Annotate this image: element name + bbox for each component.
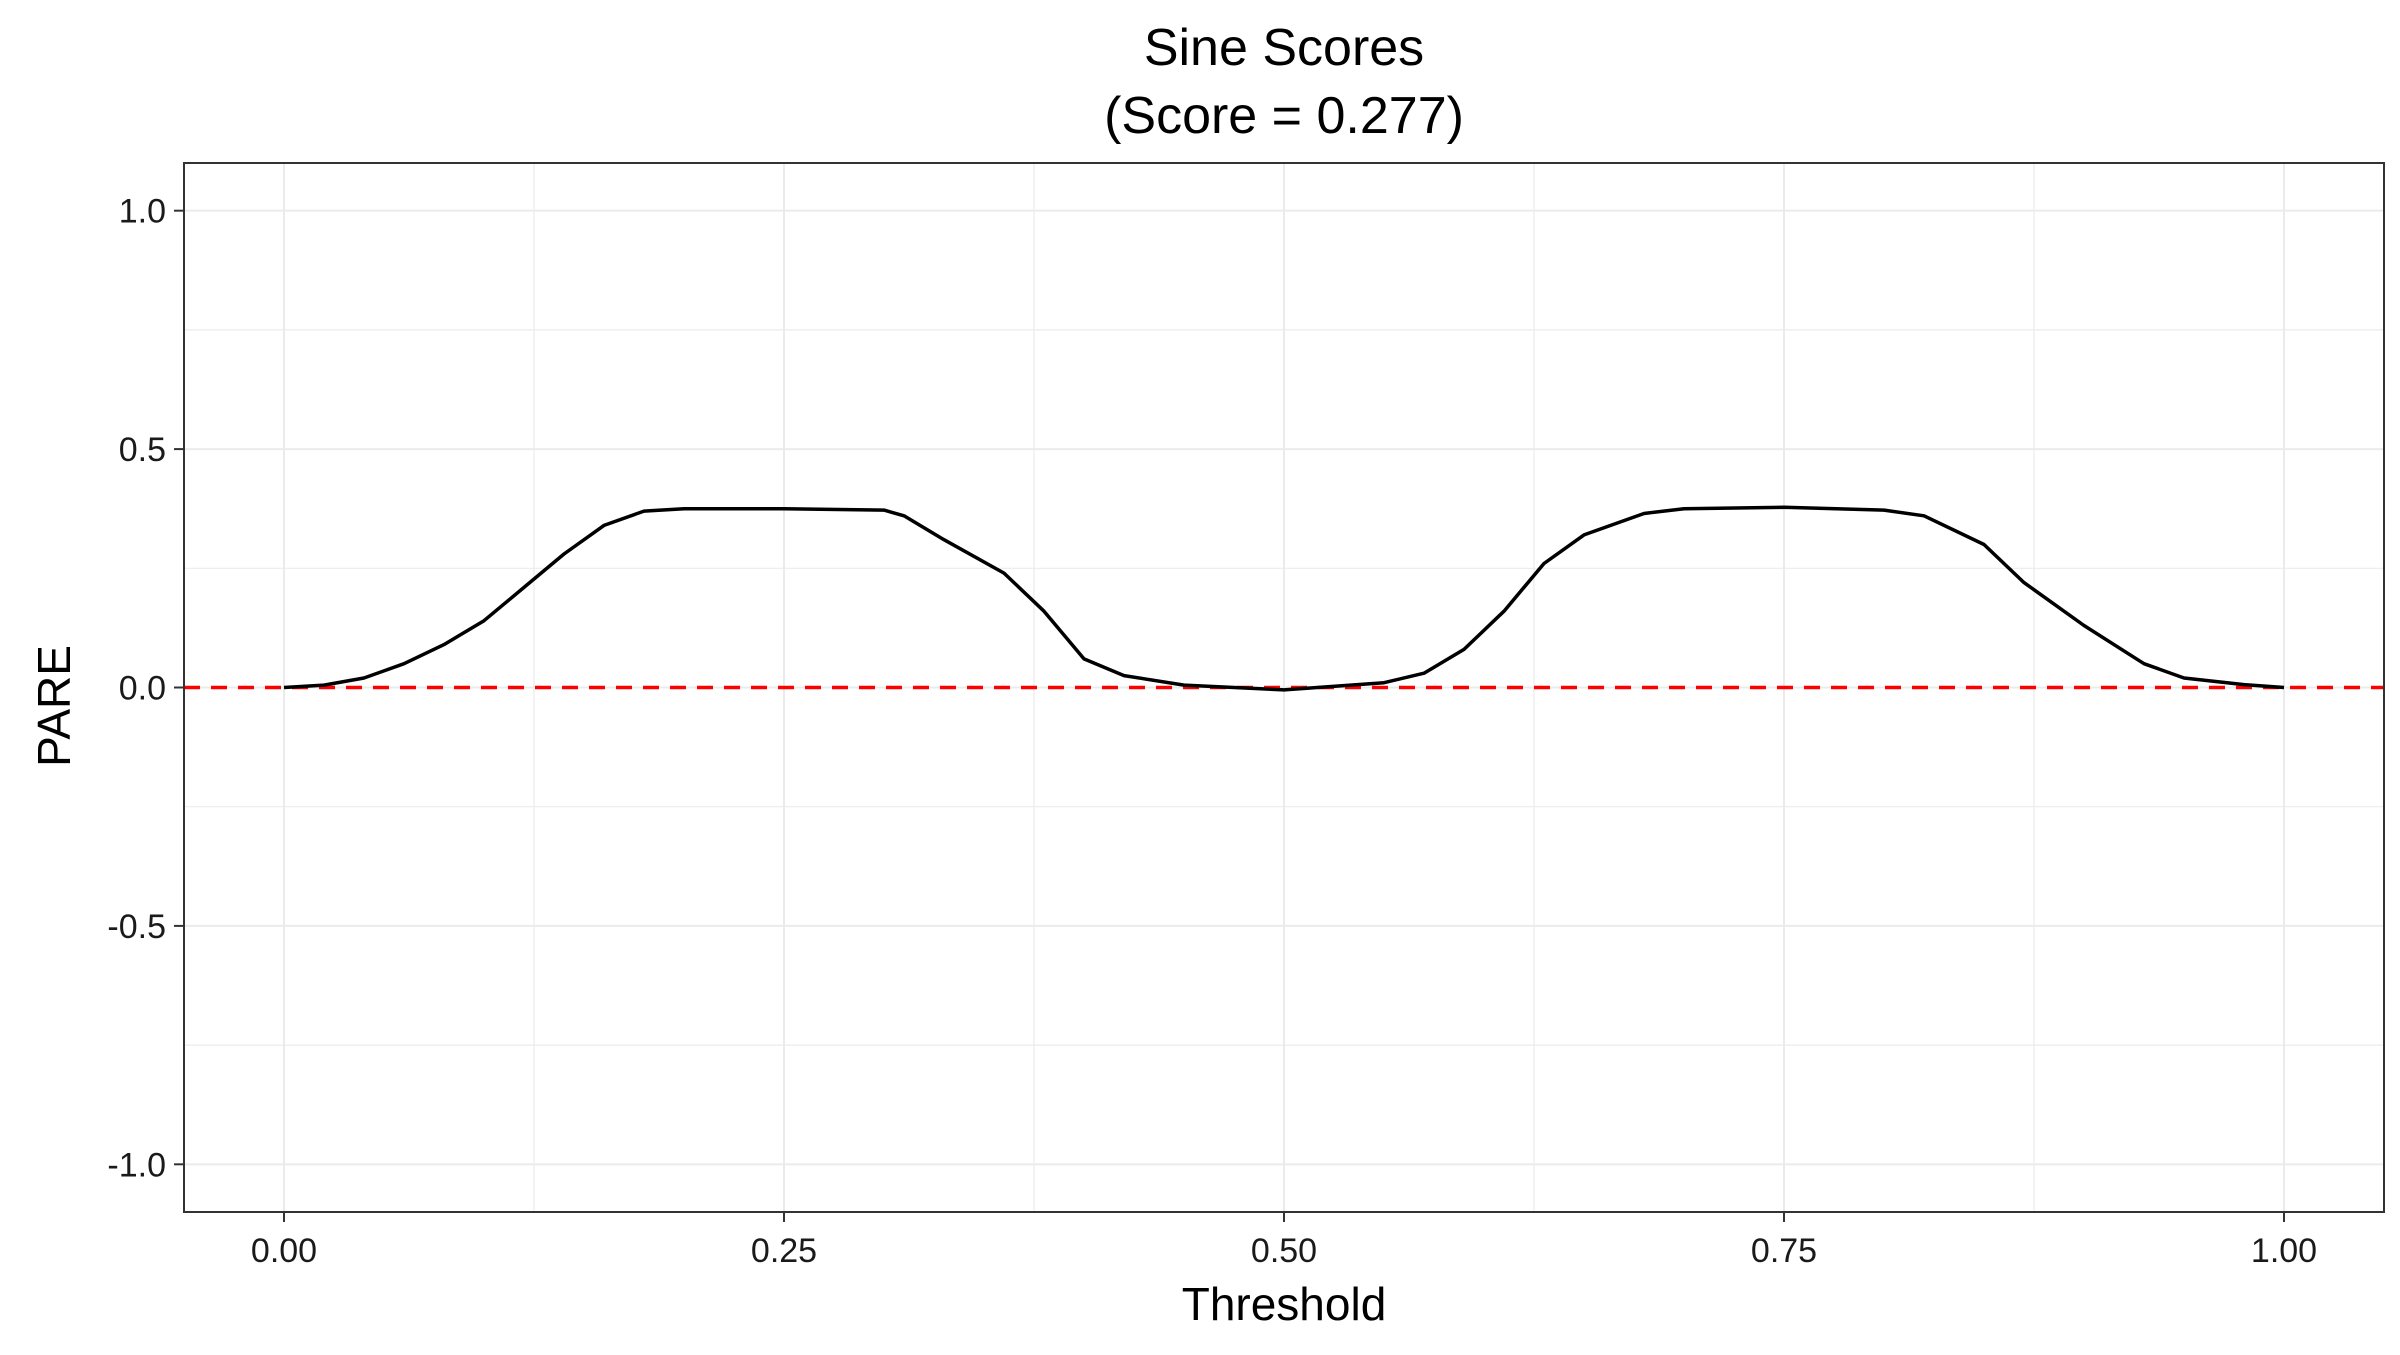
y-tick-label: -0.5 bbox=[107, 908, 166, 946]
y-axis: 1.0 0.5 0.0 -0.5 -1.0 bbox=[107, 193, 184, 1184]
y-axis-title: PARE bbox=[28, 645, 80, 767]
x-axis-title: Threshold bbox=[1182, 1278, 1387, 1330]
y-tick-label: 1.0 bbox=[119, 193, 166, 231]
chart-title: Sine Scores bbox=[1144, 19, 1424, 77]
y-tick-label: 0.0 bbox=[119, 670, 166, 708]
x-tick-label: 1.00 bbox=[2251, 1232, 2317, 1270]
x-tick-label: 0.50 bbox=[1251, 1232, 1317, 1270]
x-tick-label: 0.25 bbox=[751, 1232, 817, 1270]
x-tick-label: 0.00 bbox=[251, 1232, 317, 1270]
x-tick-label: 0.75 bbox=[1751, 1232, 1817, 1270]
y-tick-label: 0.5 bbox=[119, 431, 166, 469]
y-tick-label: -1.0 bbox=[107, 1146, 166, 1184]
series-line bbox=[283, 505, 2285, 692]
chart-subtitle: (Score = 0.277) bbox=[1104, 87, 1464, 145]
x-axis: 0.00 0.25 0.50 0.75 1.00 bbox=[251, 1212, 2317, 1270]
